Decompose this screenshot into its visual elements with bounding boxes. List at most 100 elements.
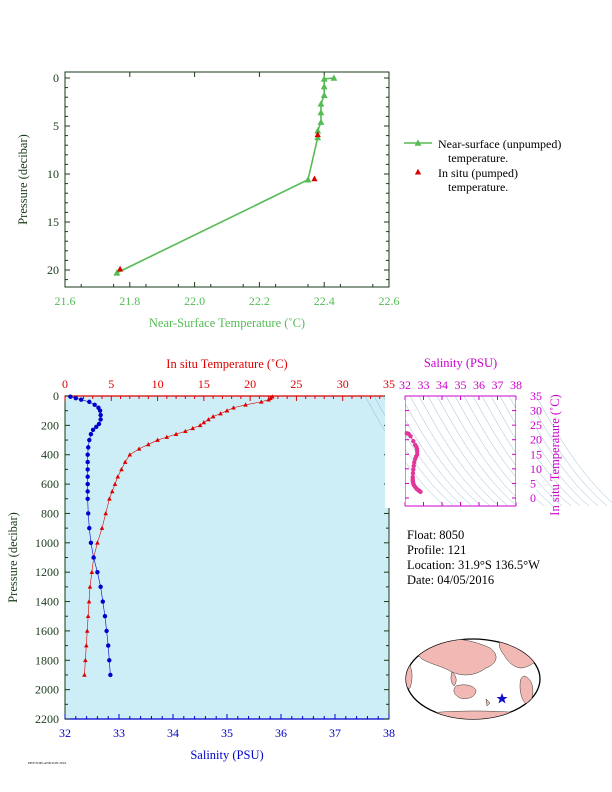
y-tick-label: 2200 [35, 712, 59, 726]
ts-points [404, 431, 423, 495]
temperature-point [183, 428, 188, 434]
profile-y-axis-label: Pressure (decibar) [6, 512, 20, 603]
temperature-point [99, 525, 105, 530]
insitu-point [314, 131, 321, 138]
ts-point [418, 489, 423, 495]
salinity-point [98, 417, 103, 422]
near-surface-y-ticks: 0 5 10 15 20 [47, 71, 389, 281]
temperature-tick-label: 20 [244, 377, 256, 391]
temperature-point [173, 431, 179, 436]
y-tick-label: 400 [41, 448, 59, 462]
ts-contour-mask [516, 394, 536, 508]
salinity-point [91, 555, 96, 560]
salinity-tick-label: 35 [221, 726, 233, 740]
x-tick-label: 21.6 [55, 294, 76, 308]
legend-near-surface-marker [414, 139, 422, 146]
salinity-point [98, 584, 103, 590]
x-tick-label: 21.8 [119, 294, 140, 308]
temperature-point [115, 474, 121, 479]
y-tick-label: 1400 [35, 595, 59, 609]
salinity-point [86, 445, 91, 450]
temperature-point [103, 511, 109, 516]
ts-y-tick-label: 35 [530, 389, 542, 403]
temperature-point [266, 397, 271, 402]
salinity-point [94, 424, 99, 430]
ts-x-tick-label: 32 [399, 378, 411, 392]
y-tick-label: 600 [41, 477, 59, 491]
temperature-point [243, 402, 248, 407]
temperature-point [86, 599, 92, 604]
near-surface-point [304, 176, 312, 183]
legend-label: temperature. [448, 151, 508, 165]
ts-point [412, 456, 418, 462]
ts-point [411, 438, 416, 444]
ts-point [411, 463, 416, 469]
temperature-point [164, 434, 170, 439]
footer-credit: PHYTOPLANKTON 2016 [28, 761, 67, 765]
ts-y-tick-label: 0 [530, 491, 536, 505]
insitu-point [116, 265, 124, 272]
salinity-point [88, 540, 94, 546]
temperature-point [82, 672, 87, 677]
near-surface-point [320, 83, 328, 90]
y-tick-label: 5 [53, 119, 59, 133]
near-surface-series [113, 74, 338, 276]
temperature-point [83, 657, 88, 663]
near-surface-point [317, 108, 325, 116]
ts-x-tick-label: 34 [436, 378, 448, 392]
temperature-point [87, 584, 93, 589]
salinity-point [85, 489, 90, 494]
temperature-point [84, 643, 89, 648]
salinity-point [95, 569, 100, 575]
salinity-point [79, 397, 84, 402]
temperature-point [119, 467, 124, 472]
salinity-point [104, 628, 109, 634]
temperature-point [89, 569, 95, 574]
profile-ticks: 0 5 10 15 20 25 30 35 32 33 34 35 36 37 38 0 200 400 600 80… [35, 377, 395, 740]
temperature-tick-label: 0 [62, 377, 68, 391]
density-contour [436, 395, 518, 507]
salinity-tick-label: 32 [59, 726, 71, 740]
world-map [405, 638, 541, 720]
temperature-tick-label: 30 [337, 377, 349, 391]
temperature-point [201, 420, 207, 425]
salinity-point [97, 408, 103, 413]
temperature-point [107, 496, 112, 501]
temperature-tick-label: 15 [198, 377, 210, 391]
legend-label: Near-surface (unpumped) [438, 137, 561, 151]
ts-point [410, 471, 416, 476]
near-surface-point [113, 269, 121, 276]
float-id-text: Float: 8050 [407, 528, 464, 542]
profile-plot-frame [64, 395, 390, 720]
y-tick-label: 0 [53, 389, 59, 403]
salinity-point [87, 437, 92, 443]
salinity-point [100, 599, 106, 604]
temperature-point [95, 540, 100, 545]
float-location-marker [496, 693, 508, 704]
salinity-point [88, 431, 94, 437]
legend-insitu-marker [414, 168, 422, 175]
map-australia [453, 684, 477, 699]
near-surface-point [314, 127, 322, 134]
temperature-point [136, 446, 142, 451]
temperature-point [190, 425, 196, 431]
temperature-point [127, 452, 133, 457]
x-tick-label: 22.4 [314, 294, 335, 308]
salinity-point [73, 396, 79, 401]
date-text: Date: 04/05/2016 [407, 573, 494, 587]
profile-series [68, 394, 275, 678]
salinity-point [85, 496, 90, 501]
salinity-point [86, 511, 91, 516]
near-surface-plot-frame [64, 71, 390, 288]
salinity-point [107, 658, 112, 663]
temperature-point [146, 442, 151, 447]
temperature-tick-label: 25 [290, 377, 302, 391]
salinity-point [85, 459, 90, 465]
y-tick-label: 1600 [35, 624, 59, 638]
map-south-america [519, 675, 534, 705]
ts-y-tick-label: 30 [530, 404, 542, 418]
y-tick-label: 1000 [35, 536, 59, 550]
density-contour [535, 395, 612, 503]
near-surface-x-axis-label: Near-Surface Temperature (˚C) [149, 316, 305, 330]
